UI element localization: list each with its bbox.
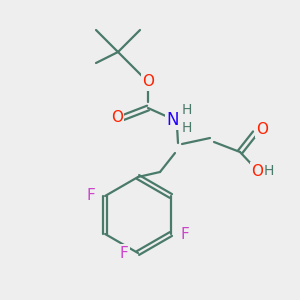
Text: N: N	[167, 111, 179, 129]
Text: O: O	[251, 164, 263, 178]
Text: O: O	[142, 74, 154, 89]
Text: F: F	[120, 245, 128, 260]
Text: F: F	[87, 188, 95, 203]
Text: F: F	[181, 226, 189, 242]
Text: H: H	[182, 103, 192, 117]
Text: H: H	[264, 164, 274, 178]
Text: H: H	[182, 121, 192, 135]
Text: O: O	[111, 110, 123, 125]
Text: O: O	[256, 122, 268, 136]
